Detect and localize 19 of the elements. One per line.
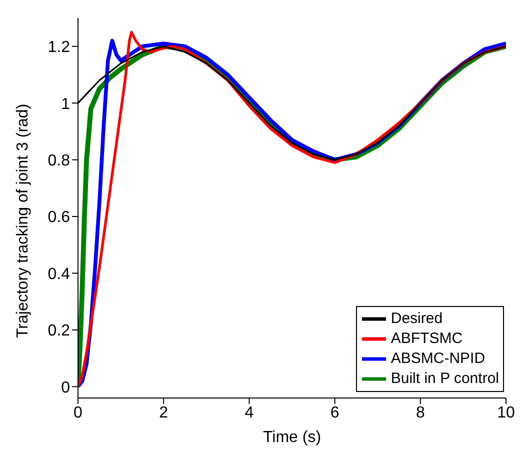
y-tick-label: 0.6 <box>48 209 70 226</box>
x-tick-label: 2 <box>159 404 168 422</box>
x-tick-label: 8 <box>416 404 425 422</box>
y-tick-label: 1.2 <box>48 39 70 56</box>
y-tick-label: 1 <box>61 96 70 113</box>
y-tick-label: 0.8 <box>48 152 70 170</box>
x-axis-title: Time (s) <box>262 429 322 446</box>
x-tick-label: 10 <box>497 404 515 422</box>
y-tick-label: 0.4 <box>48 266 70 283</box>
legend-label: Built in P control <box>390 369 499 389</box>
legend-label: ABSMC-NPID <box>390 349 486 369</box>
y-tick-label: 0.2 <box>48 322 70 340</box>
legend-label: ABFTSMC <box>390 329 463 349</box>
legend-label: Desired <box>390 309 443 329</box>
x-tick-label: 0 <box>74 404 83 422</box>
y-tick-label: 0 <box>61 379 70 396</box>
x-tick-label: 6 <box>330 404 340 422</box>
x-tick-label: 4 <box>244 404 254 422</box>
y-axis-title: Trajectory tracking of joint 3 (rad) <box>14 104 32 338</box>
